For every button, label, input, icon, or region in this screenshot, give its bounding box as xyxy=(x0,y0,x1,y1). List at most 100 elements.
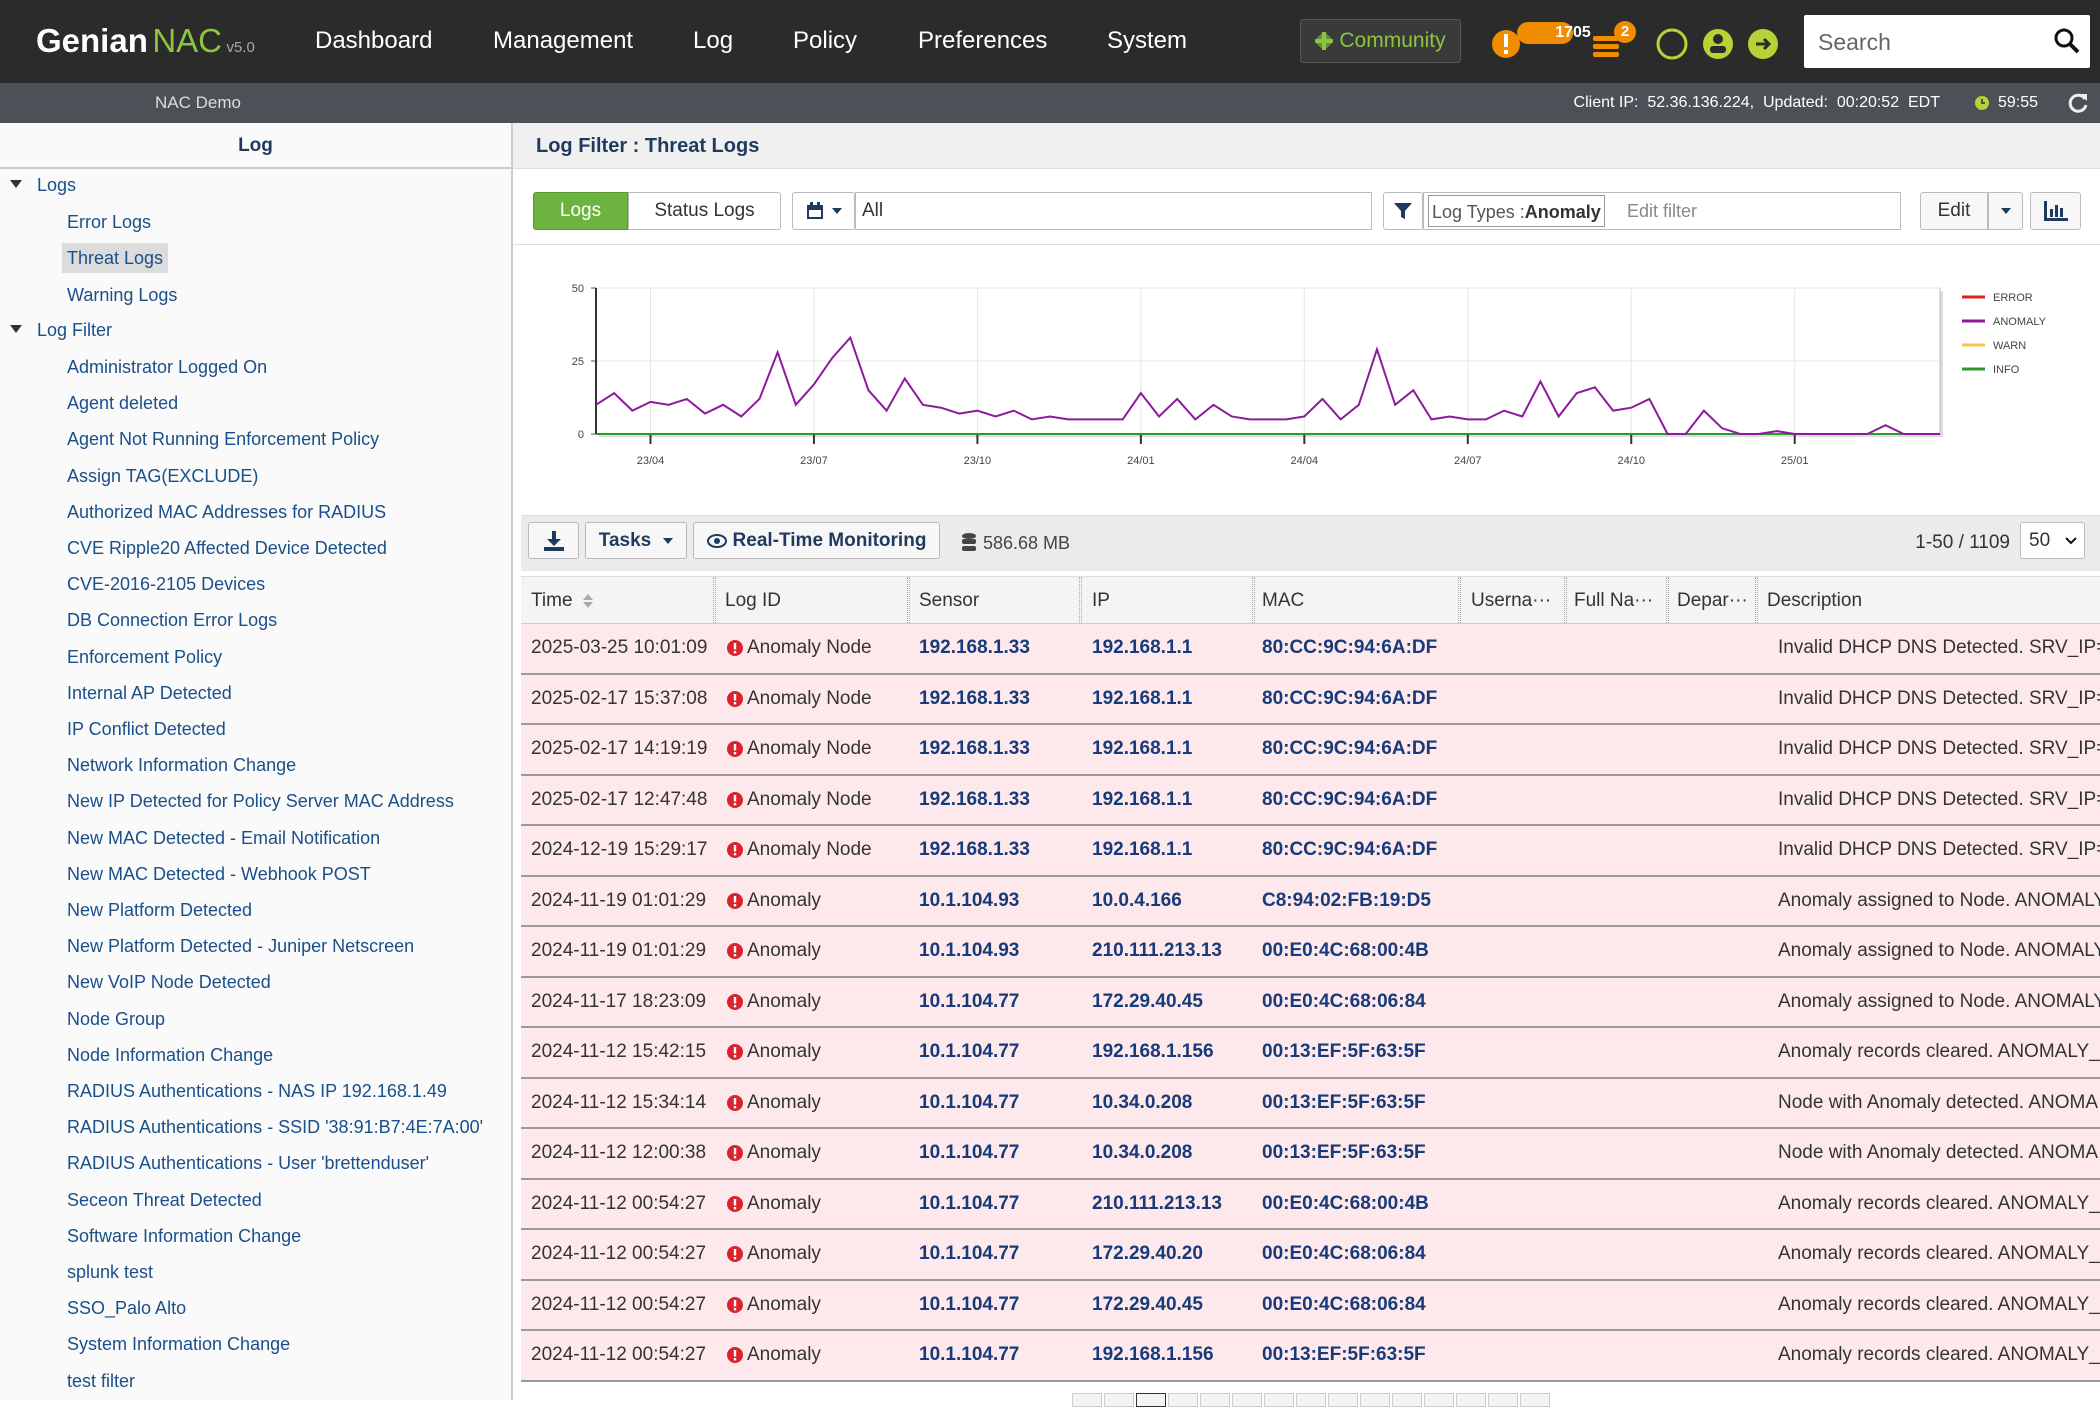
column-header[interactable]: Userna··· xyxy=(1471,590,1552,611)
table-row[interactable]: 2024-11-19 01:01:29 Anomaly 10.1.104.93 210… xyxy=(521,927,2100,978)
page-button[interactable] xyxy=(1136,1393,1166,1407)
table-row[interactable]: 2024-11-12 00:54:27 Anomaly 10.1.104.77 210… xyxy=(521,1179,2100,1230)
table-row[interactable]: 2025-03-25 10:01:09 Anomaly Node 192.168.1… xyxy=(521,624,2100,675)
refresh-icon[interactable] xyxy=(2066,91,2090,115)
column-header[interactable]: Description xyxy=(1767,590,1863,611)
page-button[interactable] xyxy=(1264,1393,1294,1407)
filter-tag[interactable]: Log Types :Anomaly xyxy=(1428,195,1605,227)
table-row[interactable]: 2024-11-12 15:42:15 Anomaly 10.1.104.77 192… xyxy=(521,1028,2100,1079)
tasks-icon[interactable] xyxy=(1593,36,1619,57)
nav-item[interactable]: System xyxy=(1107,27,1188,54)
table-cell[interactable]: 192.168.1.156 xyxy=(1092,1344,1214,1366)
tree-item[interactable]: Agent deleted xyxy=(67,393,179,414)
column-header[interactable]: Full Na··· xyxy=(1574,590,1654,611)
tree-item[interactable]: splunk test xyxy=(67,1262,154,1282)
table-cell[interactable]: C8:94:02:FB:19:D5 xyxy=(1262,889,1431,911)
table-cell[interactable]: 10.0.4.166 xyxy=(1092,889,1182,911)
table-row[interactable]: 2024-11-12 00:54:27 Anomaly 10.1.104.77 192… xyxy=(521,1331,2100,1382)
table-row[interactable]: 2024-11-12 12:00:38 Anomaly 10.1.104.77 10.… xyxy=(521,1129,2100,1180)
table-cell[interactable]: 00:E0:4C:68:06:84 xyxy=(1262,990,1426,1012)
column-header[interactable]: Log ID xyxy=(725,590,781,611)
nav-item[interactable]: Management xyxy=(493,27,634,54)
tree-item[interactable]: System Information Change xyxy=(67,1334,291,1355)
table-cell[interactable]: 10.1.104.77 xyxy=(919,1142,1020,1164)
column-header[interactable]: MAC xyxy=(1262,590,1305,611)
column-header[interactable]: Sensor xyxy=(919,590,980,611)
filter-input[interactable]: Log Types :Anomaly Edit filter xyxy=(1423,192,1901,230)
table-cell[interactable]: 10.1.104.77 xyxy=(919,1091,1020,1113)
table-cell[interactable]: 192.168.1.33 xyxy=(919,738,1030,760)
period-dropdown[interactable] xyxy=(792,192,855,230)
tree-item[interactable]: Seceon Threat Detected xyxy=(67,1189,262,1210)
search-box[interactable]: Search xyxy=(1804,15,2090,68)
table-cell[interactable]: 10.1.104.77 xyxy=(919,1243,1020,1265)
tree-item[interactable]: CVE-2016-2105 Devices xyxy=(67,574,266,595)
table-cell[interactable]: 10.1.104.77 xyxy=(919,990,1020,1012)
page-size-select[interactable]: 50 xyxy=(2020,522,2085,559)
tree-item[interactable]: Administrator Logged On xyxy=(67,357,268,377)
table-row[interactable]: 2024-11-17 18:23:09 Anomaly 10.1.104.77 172… xyxy=(521,977,2100,1028)
column-header[interactable]: Depar··· xyxy=(1677,590,1748,611)
table-row[interactable]: 2024-12-19 15:29:17 Anomaly Node 192.168.1… xyxy=(521,826,2100,877)
tree-item[interactable]: Node Information Change xyxy=(67,1044,274,1065)
table-cell[interactable]: 172.29.40.45 xyxy=(1092,1293,1203,1315)
status-logs-tab[interactable]: Status Logs xyxy=(628,192,781,230)
table-row[interactable]: 2024-11-12 00:54:27 Anomaly 10.1.104.77 172… xyxy=(521,1280,2100,1331)
tree-item[interactable]: Assign TAG(EXCLUDE) xyxy=(67,465,259,486)
edit-caret[interactable] xyxy=(1988,192,2023,230)
table-cell[interactable]: 10.1.104.77 xyxy=(919,1344,1020,1366)
tree-item[interactable]: RADIUS Authentications - User 'brettendu… xyxy=(67,1153,430,1174)
table-cell[interactable]: 192.168.1.1 xyxy=(1092,839,1193,861)
tasks-button[interactable]: Tasks xyxy=(585,522,687,559)
table-cell[interactable]: 00:13:EF:5F:63:5F xyxy=(1262,1041,1426,1063)
table-cell[interactable]: 10.1.104.77 xyxy=(919,1192,1020,1214)
tree-item[interactable]: New MAC Detected - Webhook POST xyxy=(67,863,371,884)
table-cell[interactable]: 210.111.213.13 xyxy=(1092,1192,1222,1214)
tree-item[interactable]: Network Information Change xyxy=(67,755,297,776)
table-row[interactable]: 2024-11-19 01:01:29 Anomaly 10.1.104.93 10.… xyxy=(521,876,2100,927)
tree-item[interactable]: Authorized MAC Addresses for RADIUS xyxy=(67,501,387,522)
tree-item[interactable]: New Platform Detected xyxy=(67,900,253,920)
tree-item[interactable]: SSO_Palo Alto xyxy=(67,1298,187,1319)
table-cell[interactable]: 80:CC:9C:94:6A:DF xyxy=(1262,738,1438,760)
tree-item[interactable]: New IP Detected for Policy Server MAC Ad… xyxy=(67,791,454,812)
chart-toggle[interactable] xyxy=(2030,192,2081,230)
tree-item[interactable]: DB Connection Error Logs xyxy=(67,610,278,631)
tree-item[interactable]: Enforcement Policy xyxy=(67,646,223,667)
tree-toggle[interactable] xyxy=(10,324,22,333)
period-input[interactable]: All xyxy=(855,192,1372,230)
table-cell[interactable]: 00:E0:4C:68:06:84 xyxy=(1262,1243,1426,1265)
nav-item[interactable]: Dashboard xyxy=(315,27,433,54)
table-cell[interactable]: 00:13:EF:5F:63:5F xyxy=(1262,1142,1426,1164)
tree-item[interactable]: Threat Logs xyxy=(62,243,169,274)
tree-group[interactable]: Log Filter xyxy=(37,319,113,340)
table-cell[interactable]: 80:CC:9C:94:6A:DF xyxy=(1262,788,1438,810)
tree-item[interactable]: Warning Logs xyxy=(67,284,178,305)
sort-icon[interactable] xyxy=(583,594,593,608)
table-cell[interactable]: 10.1.104.93 xyxy=(919,889,1020,911)
table-cell[interactable]: 192.168.1.33 xyxy=(919,687,1030,709)
table-cell[interactable]: 192.168.1.33 xyxy=(919,788,1030,810)
table-cell[interactable]: 172.29.40.20 xyxy=(1092,1243,1203,1265)
table-cell[interactable]: 80:CC:9C:94:6A:DF xyxy=(1262,637,1438,659)
table-cell[interactable]: 80:CC:9C:94:6A:DF xyxy=(1262,839,1438,861)
table-row[interactable]: 2025-02-17 14:19:19 Anomaly Node 192.168.1… xyxy=(521,725,2100,776)
tree-item[interactable]: New Platform Detected - Juniper Netscree… xyxy=(67,936,415,957)
tree-item[interactable]: Software Information Change xyxy=(67,1225,302,1246)
table-row[interactable]: 2024-11-12 15:34:14 Anomaly 10.1.104.77 10.… xyxy=(521,1078,2100,1129)
tree-item[interactable]: test filter xyxy=(67,1370,136,1391)
tree-item[interactable]: RADIUS Authentications - SSID '38:91:B7:… xyxy=(67,1117,484,1138)
column-header[interactable]: Time xyxy=(531,590,573,611)
table-cell[interactable]: 192.168.1.33 xyxy=(919,839,1030,861)
download-button[interactable] xyxy=(528,522,579,559)
tree-item[interactable]: Agent Not Running Enforcement Policy xyxy=(67,429,380,450)
table-cell[interactable]: 210.111.213.13 xyxy=(1092,940,1222,962)
page-button[interactable] xyxy=(1392,1393,1422,1407)
table-cell[interactable]: 00:E0:4C:68:00:4B xyxy=(1262,940,1429,962)
tree-toggle[interactable] xyxy=(10,180,22,188)
table-cell[interactable]: 80:CC:9C:94:6A:DF xyxy=(1262,687,1438,709)
table-cell[interactable]: 192.168.1.156 xyxy=(1092,1041,1214,1063)
tree-item[interactable]: RADIUS Authentications - NAS IP 192.168.… xyxy=(67,1081,447,1101)
tree-item[interactable]: Node Group xyxy=(67,1008,166,1029)
nav-item[interactable]: Log xyxy=(693,27,734,54)
